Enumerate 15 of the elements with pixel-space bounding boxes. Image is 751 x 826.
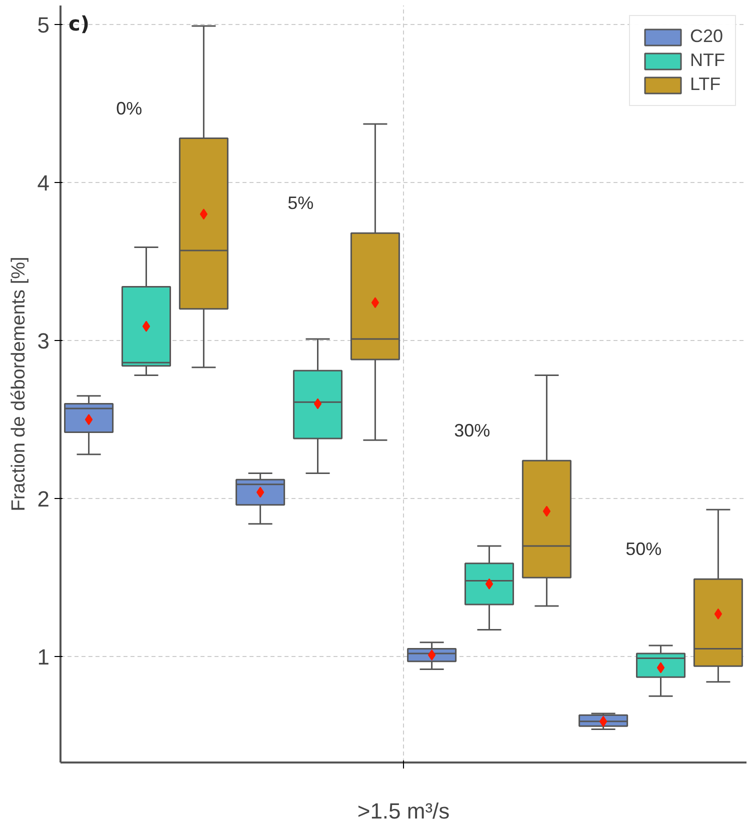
- legend-label: LTF: [690, 74, 721, 95]
- annotation: 5%: [288, 193, 314, 214]
- y-tick-label: 3: [37, 328, 50, 354]
- annotation: c): [68, 12, 90, 36]
- y-tick-label: 4: [37, 170, 50, 196]
- y-tick-label: 5: [37, 12, 50, 38]
- annotation: 30%: [454, 420, 490, 441]
- annotation: 0%: [116, 98, 142, 118]
- x-axis-title: >1.5 m³/s: [357, 798, 450, 824]
- annotation: 50%: [626, 539, 662, 560]
- y-tick-label: 2: [37, 486, 50, 512]
- y-axis-title: Fraction de débordements [%]: [8, 256, 30, 512]
- legend-label: C20: [690, 26, 724, 47]
- y-tick-label: 1: [37, 644, 50, 670]
- legend-label: NTF: [690, 50, 725, 71]
